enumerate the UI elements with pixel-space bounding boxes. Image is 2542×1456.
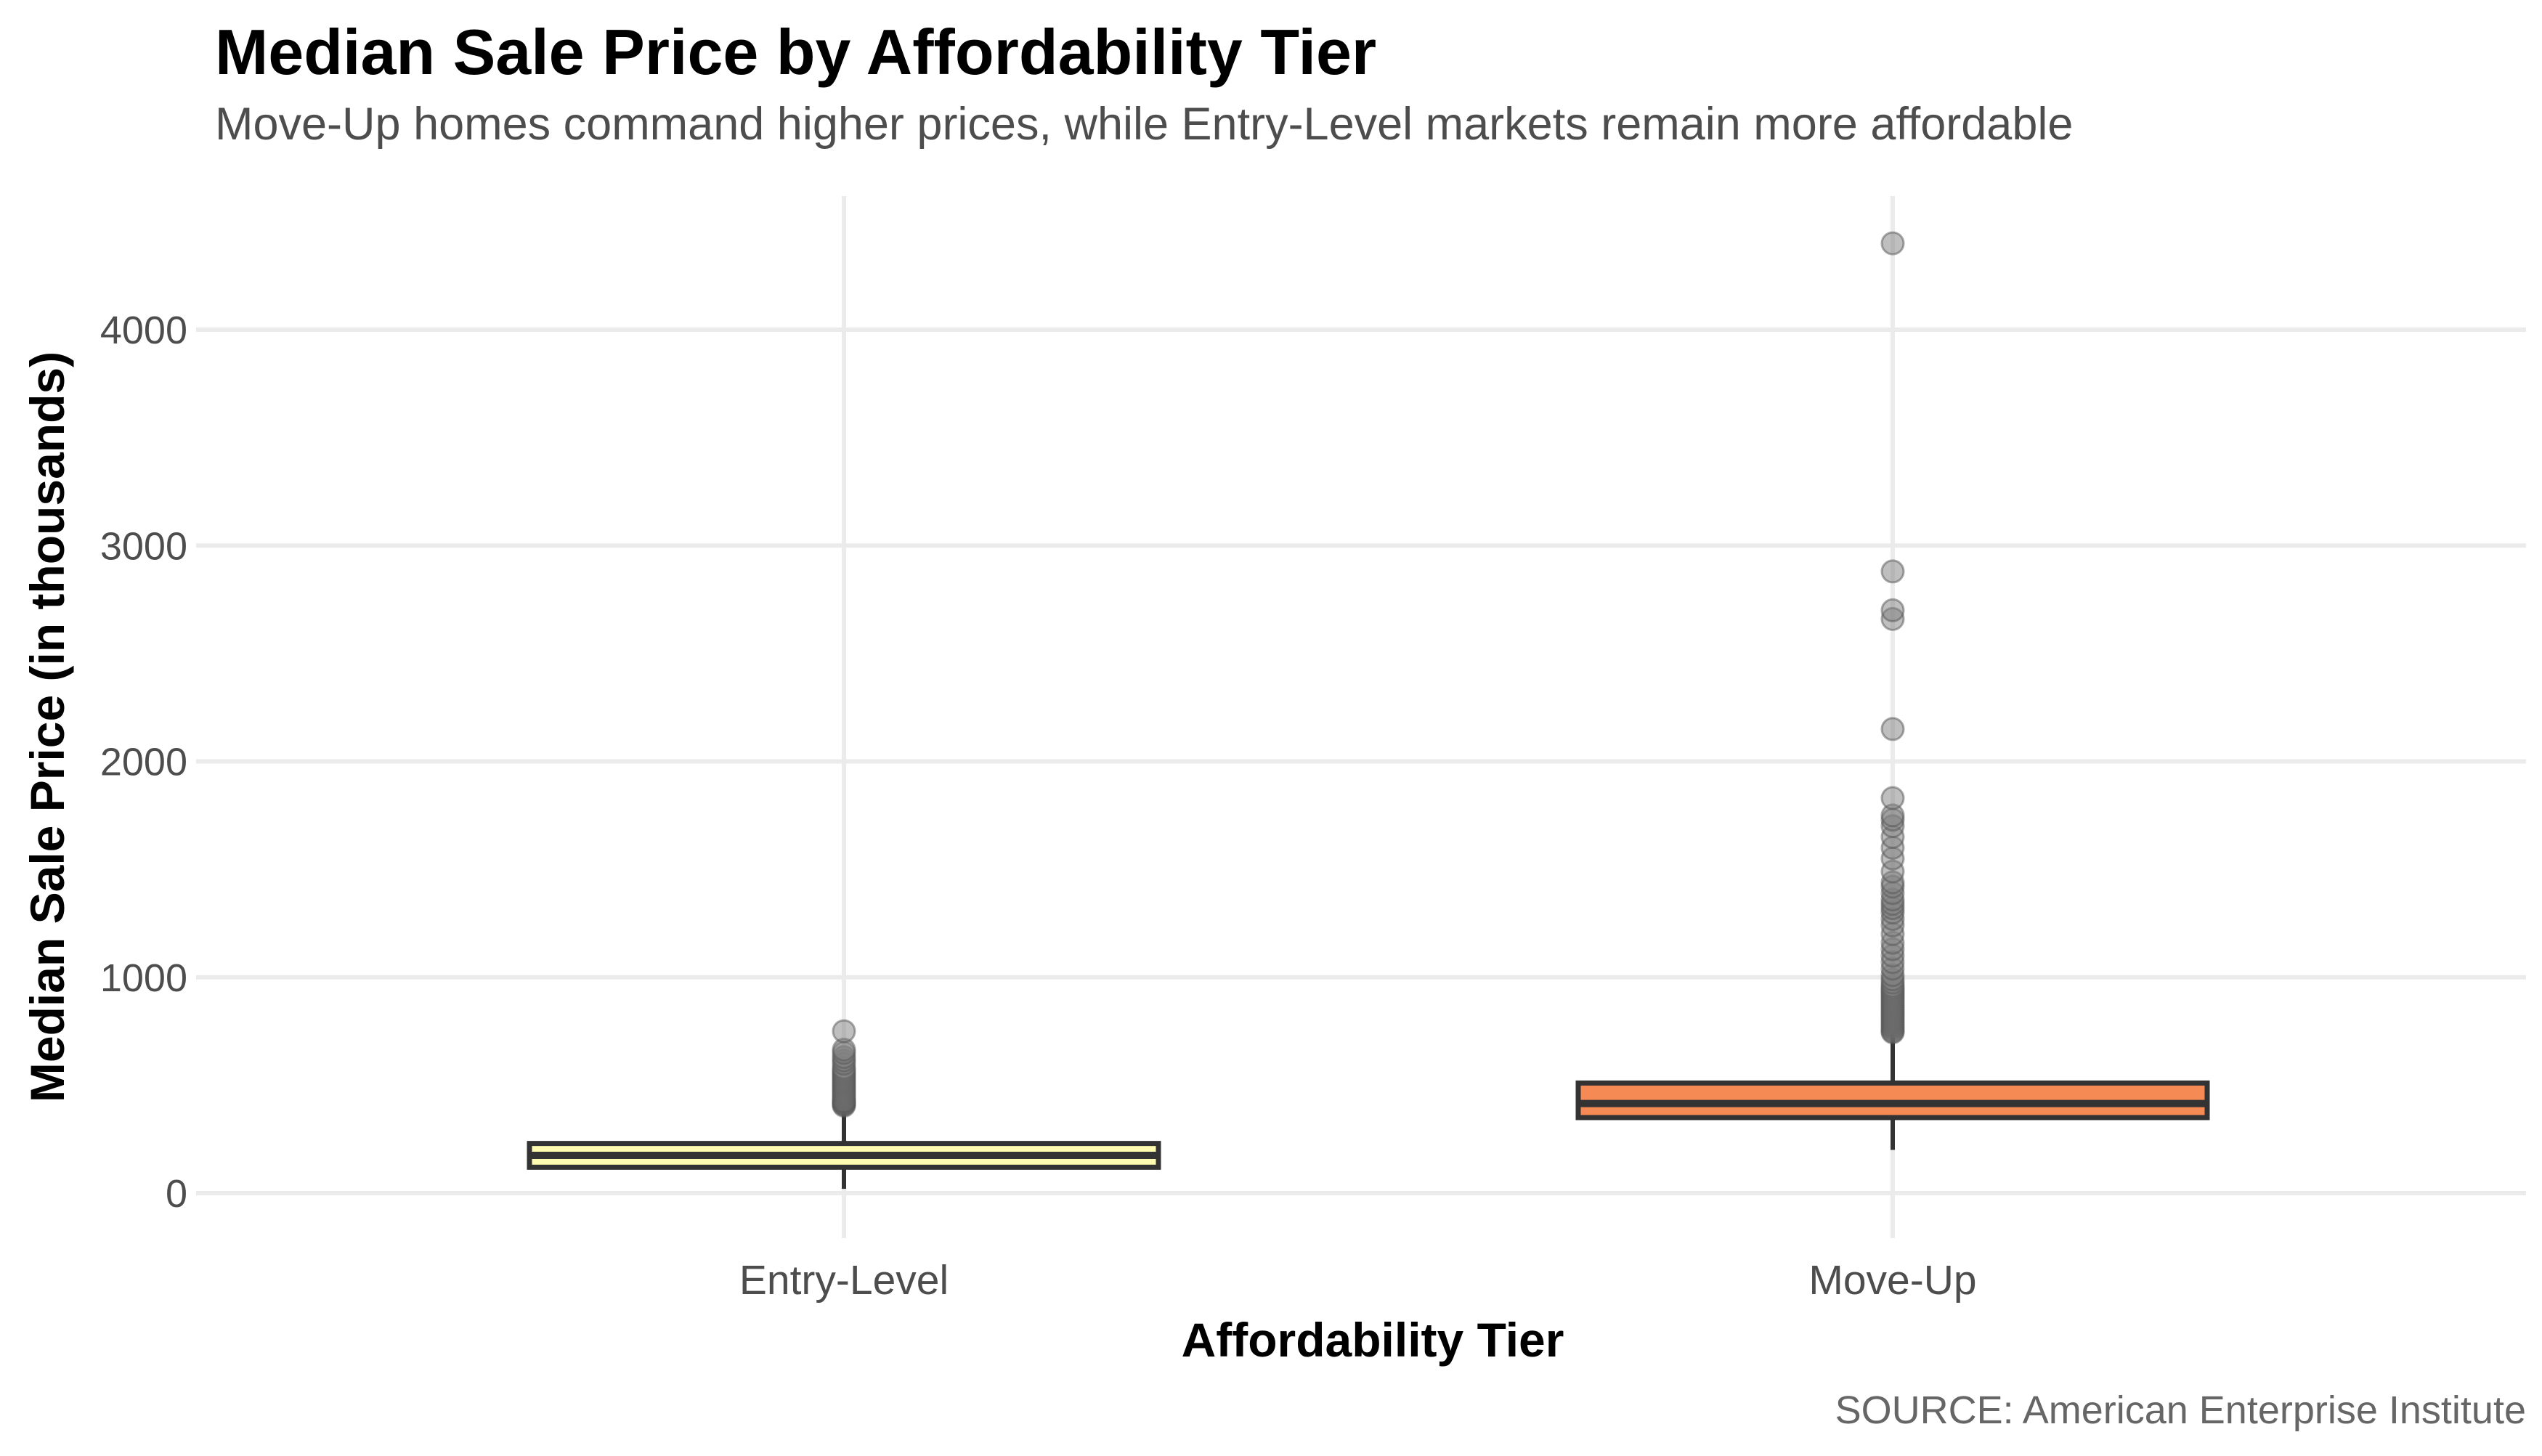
box-entry-level [527, 1019, 1161, 1189]
outlier-point [1880, 231, 1905, 256]
axis-layer: 0 1000 2000 3000 4000 Entry-Level Move-Up [100, 309, 1977, 1304]
outlier-point [1880, 598, 1905, 622]
y-tick-label: 0 [166, 1172, 187, 1216]
box-move-up [1575, 231, 2210, 1150]
outlier-point [832, 1019, 856, 1044]
y-tick-label: 4000 [100, 309, 187, 352]
source-caption: SOURCE: American Enterprise Institute [1835, 1388, 2526, 1432]
box-layer [527, 231, 2210, 1189]
x-axis-title: Affordability Tier [1182, 1313, 1564, 1367]
y-axis-title: Median Sale Price (in thousands) [20, 351, 74, 1102]
x-tick-label: Entry-Level [739, 1257, 949, 1304]
x-tick-label: Move-Up [1808, 1257, 1976, 1304]
chart-title: Median Sale Price by Affordability Tier [215, 16, 1376, 88]
chart-subtitle: Move-Up homes command higher prices, whi… [215, 99, 2073, 150]
y-tick-label: 1000 [100, 956, 187, 1000]
y-tick-label: 2000 [100, 741, 187, 784]
grid-layer [196, 196, 2526, 1238]
outlier-point [1880, 786, 1905, 810]
outlier-point [1880, 717, 1905, 741]
y-tick-label: 3000 [100, 524, 187, 568]
outlier-point [1880, 559, 1905, 584]
